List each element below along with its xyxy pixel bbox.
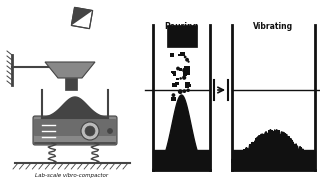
FancyBboxPatch shape — [34, 119, 116, 136]
Bar — [171, 71, 173, 73]
Text: Vibrating: Vibrating — [253, 22, 293, 31]
Circle shape — [178, 89, 183, 94]
Bar — [173, 74, 176, 76]
Circle shape — [85, 126, 95, 136]
Circle shape — [185, 84, 189, 88]
Circle shape — [188, 61, 190, 63]
Bar — [179, 68, 182, 71]
Circle shape — [184, 56, 187, 58]
Bar — [184, 66, 190, 71]
Bar — [170, 53, 174, 57]
Polygon shape — [42, 97, 108, 118]
FancyBboxPatch shape — [33, 116, 117, 145]
Bar — [167, 25, 197, 47]
Bar — [180, 52, 185, 56]
Bar — [184, 70, 190, 75]
Circle shape — [182, 89, 186, 93]
Bar — [188, 84, 191, 87]
Polygon shape — [71, 7, 93, 25]
Bar — [175, 82, 180, 85]
Bar — [172, 83, 177, 87]
Bar — [178, 54, 180, 56]
Bar — [65, 78, 77, 90]
Polygon shape — [45, 62, 95, 78]
Polygon shape — [71, 7, 93, 29]
Polygon shape — [153, 150, 210, 170]
Polygon shape — [232, 130, 315, 170]
Bar — [172, 71, 176, 74]
Circle shape — [176, 67, 180, 70]
Circle shape — [182, 68, 188, 73]
Circle shape — [108, 129, 113, 134]
Text: Lab-scale vibro-compactor: Lab-scale vibro-compactor — [36, 172, 108, 177]
Circle shape — [172, 93, 175, 97]
Polygon shape — [153, 95, 210, 170]
Circle shape — [182, 76, 186, 80]
Circle shape — [186, 88, 190, 92]
Circle shape — [81, 122, 99, 140]
Bar — [185, 85, 188, 88]
Bar — [171, 97, 176, 101]
Bar — [173, 73, 176, 75]
Bar — [185, 82, 190, 86]
Text: Pouring: Pouring — [164, 22, 198, 31]
Circle shape — [185, 58, 189, 62]
Circle shape — [180, 77, 182, 80]
Bar — [176, 78, 179, 80]
Bar — [183, 72, 187, 76]
Polygon shape — [232, 150, 315, 170]
